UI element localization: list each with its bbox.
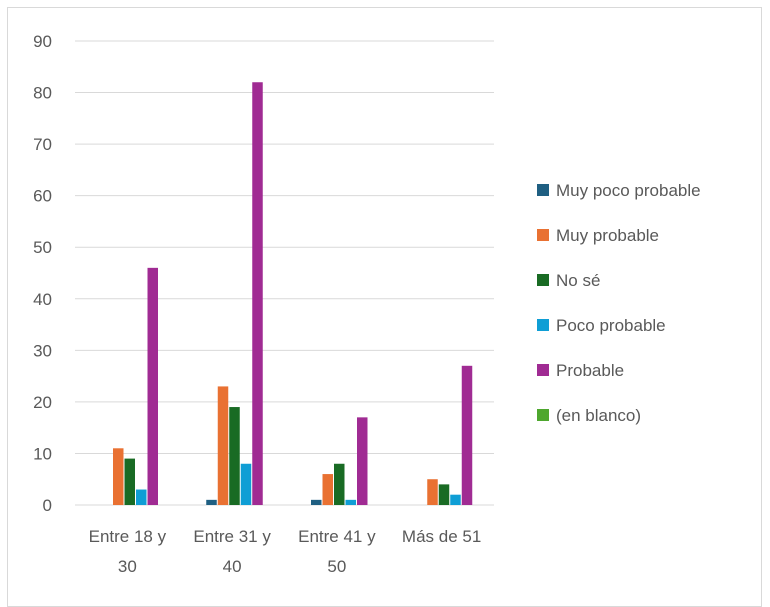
bar-muy-probable-0 [113, 448, 124, 505]
bar-probable-2 [357, 417, 368, 505]
y-tick-label: 70 [33, 135, 52, 154]
bars [113, 82, 473, 505]
bar-muy-probable-3 [427, 479, 438, 505]
bar-no-s-3 [438, 484, 450, 505]
bar-chart: 0 10 20 30 40 50 60 70 80 90 Entre 18 y 30 Entre 31… [33, 32, 701, 576]
bar-poco-probable-3 [450, 494, 461, 505]
legend-label: (en blanco) [556, 406, 641, 425]
legend-label: Poco probable [556, 316, 666, 335]
bar-no-s-1 [229, 407, 240, 505]
y-tick-label: 10 [33, 444, 52, 463]
legend-swatch [537, 409, 549, 421]
x-tick-label: 30 [118, 557, 137, 576]
gridlines [75, 40, 494, 506]
bar-no-s-2 [334, 463, 345, 505]
y-tick-label: 80 [33, 84, 52, 103]
legend-label: Muy poco probable [556, 181, 701, 200]
bar-poco-probable-0 [136, 489, 147, 505]
bar-poco-probable-2 [345, 499, 356, 505]
y-tick-label: 40 [33, 290, 52, 309]
bar-muy-poco-probable-2 [311, 499, 322, 505]
y-tick-label: 20 [33, 393, 52, 412]
y-axis: 0 10 20 30 40 50 60 70 80 90 [33, 32, 52, 515]
legend-swatch [537, 184, 549, 196]
y-tick-label: 30 [33, 341, 52, 360]
bar-probable-0 [147, 267, 158, 505]
legend-label: Probable [556, 361, 624, 380]
y-tick-label: 0 [43, 496, 52, 515]
y-tick-label: 60 [33, 187, 52, 206]
legend-swatch [537, 274, 549, 286]
legend: Muy poco probable Muy probable No sé Poco p… [537, 181, 701, 425]
bar-probable-1 [252, 82, 263, 505]
chart-frame [7, 7, 762, 607]
legend-swatch [537, 229, 549, 241]
x-tick-label: Entre 31 y [193, 527, 271, 546]
legend-swatch [537, 364, 549, 376]
legend-swatch [537, 319, 549, 331]
legend-label: Muy probable [556, 226, 659, 245]
bar-poco-probable-1 [240, 463, 252, 505]
y-tick-label: 50 [33, 238, 52, 257]
x-tick-label: 50 [327, 557, 346, 576]
bar-muy-poco-probable-1 [206, 499, 217, 505]
x-tick-label: Entre 41 y [298, 527, 376, 546]
bar-no-s-0 [124, 458, 135, 505]
x-axis: Entre 18 y 30 Entre 31 y 40 Entre 41 y 50 Más … [89, 527, 482, 576]
legend-label: No sé [556, 271, 600, 290]
bar-muy-probable-2 [322, 474, 333, 505]
x-tick-label: 40 [223, 557, 242, 576]
x-tick-label: Entre 18 y [89, 527, 167, 546]
y-tick-label: 90 [33, 32, 52, 51]
bar-muy-probable-1 [217, 386, 229, 505]
x-tick-label: Más de 51 [402, 527, 481, 546]
bar-probable-3 [461, 365, 473, 505]
